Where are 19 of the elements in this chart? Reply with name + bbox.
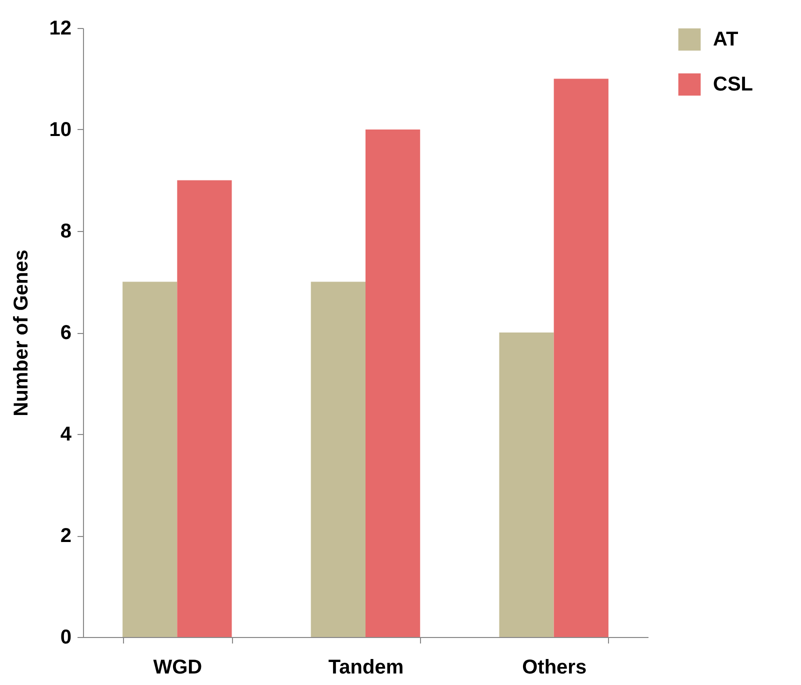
legend-label: CSL [713, 74, 753, 96]
y-tick-label: 8 [60, 220, 72, 242]
bar [499, 332, 554, 637]
x-tick-label: WGD [153, 656, 202, 678]
y-tick-label: 0 [60, 626, 72, 648]
y-tick-label: 4 [60, 424, 72, 446]
bar [366, 130, 420, 637]
x-tick-label: Tandem [328, 656, 404, 678]
bar [177, 180, 232, 637]
y-tick-label: 6 [60, 322, 72, 344]
y-tick-label: 12 [49, 18, 72, 40]
bar [554, 78, 608, 637]
legend-label: AT [713, 28, 738, 50]
bar [122, 282, 178, 637]
y-axis-title: Number of Genes [10, 250, 32, 416]
bar [310, 282, 366, 637]
y-tick-label: 10 [49, 119, 72, 141]
y-tick-label: 2 [60, 525, 72, 547]
x-tick-label: Others [522, 656, 587, 678]
